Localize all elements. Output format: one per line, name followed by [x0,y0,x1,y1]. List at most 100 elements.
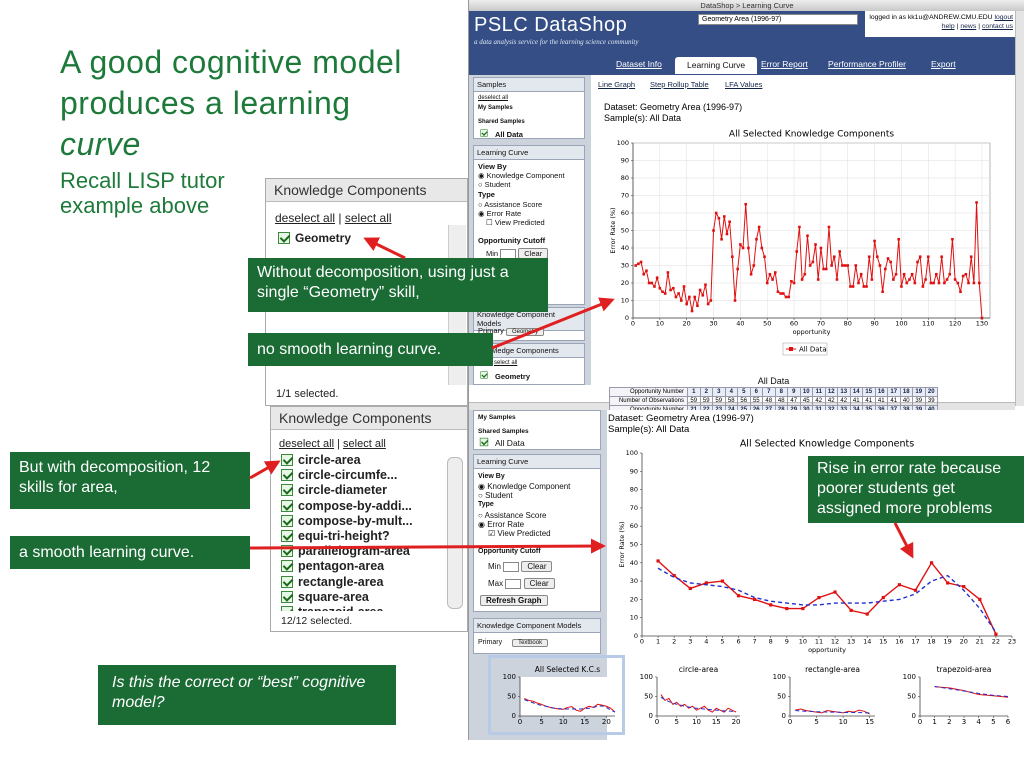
data-point [704,283,707,287]
subtab[interactable]: LFA Values [725,80,763,89]
kc-item[interactable]: pentagon-area [281,559,457,574]
data-point [787,295,790,299]
y-tick-label: 100 [640,673,653,681]
label: Assistance Score [484,200,543,209]
y-tick-label: 100 [503,673,516,681]
header-link[interactable]: help [941,23,955,30]
tab[interactable]: Performance Profiler [828,59,906,69]
checkbox-row[interactable]: ☐ View Predicted [486,218,545,227]
tab[interactable]: Export [931,59,956,69]
data-point [881,290,884,294]
x-tick-label: 10 [656,320,664,328]
data-point [739,243,742,246]
data-point [929,281,933,285]
radio-row[interactable]: ◉ Error Rate [478,209,522,218]
panel-header: Knowledge Component Models [474,619,600,633]
select-link[interactable]: select all [494,360,518,366]
clear-button[interactable]: Clear [523,578,555,589]
data-point [798,225,801,229]
deselect-link[interactable]: deselect all [275,211,336,225]
separator: | [338,211,342,225]
x-tick-label: 10 [692,718,701,726]
kc-item[interactable]: compose-by-addi... [281,499,457,514]
data-point [886,257,890,260]
dataset-select[interactable]: Geometry Area (1996-97) [698,14,858,25]
tab[interactable]: Dataset Info [616,59,662,69]
data-point [875,255,879,259]
data-point [824,267,828,271]
x-tick-label: 14 [863,638,871,646]
refresh-button[interactable]: Refresh Graph [480,595,548,606]
data-point [948,272,952,276]
x-tick-label: 11 [815,638,823,646]
radio-row[interactable]: ◉ Error Rate [478,520,525,529]
data-point [835,278,839,281]
label: My Samples [478,105,513,111]
tab[interactable]: Error Report [761,59,808,69]
data-point [688,295,691,299]
data-point [765,281,769,285]
label: Assistance Score [484,511,547,520]
select-link[interactable]: select all [344,211,392,225]
x-tick-label: 120 [949,320,961,328]
separator: | [337,438,340,450]
label: Error Rate [487,520,525,529]
y-tick-label: 10 [630,614,638,622]
panel-header: Learning Curve [474,146,584,160]
data-point [814,243,817,246]
deselect-link[interactable]: deselect all [478,95,509,101]
radio-row[interactable]: ◉ Knowledge Component [478,482,571,491]
label: Opportunity Cutoff [478,236,546,245]
kc-item[interactable]: square-area [281,590,457,605]
kc-name: Geometry [295,231,352,245]
data-point [639,260,643,264]
data-point [790,279,793,283]
subtab[interactable]: Line Graph [598,80,636,89]
data-point [717,216,721,220]
logout-link[interactable]: logout [994,14,1013,21]
kc-name: compose-by-addi... [298,498,412,513]
kc-item[interactable]: trapezoid-area [281,605,457,611]
checkbox [281,575,293,588]
model-select[interactable]: Textbook [512,639,549,647]
kc-item[interactable]: Geometry [278,231,455,245]
kc-item[interactable]: circle-area [281,453,457,468]
y-tick-label: 100 [617,139,629,147]
data-point [728,220,731,224]
panel-header: Learning Curve [474,455,600,469]
header-link[interactable]: contact us [982,23,1013,30]
y-tick-label: 40 [621,244,629,252]
kc-item[interactable]: rectangle-area [281,575,457,590]
subtab[interactable]: Step Rollup Table [650,80,709,89]
series-line [934,685,1009,697]
kc-item[interactable]: equi-tri-height? [281,529,457,544]
tab[interactable]: Learning Curve [675,57,758,74]
data-point [760,246,764,250]
radio-row[interactable]: ○ Student [478,491,513,500]
checkbox [281,484,293,497]
data-point [994,632,998,636]
checkbox-row[interactable]: ☑ View Predicted [488,529,551,538]
header-link[interactable]: news [960,23,977,30]
x-tick-label: 20 [683,320,691,328]
radio-row[interactable]: ○ Assistance Score [478,511,547,520]
series-line [657,567,997,633]
kc-item[interactable]: compose-by-mult... [281,514,457,529]
y-tick-label: 50 [777,693,786,701]
clear-button[interactable]: Clear [521,561,553,572]
x-tick-label: 15 [580,718,589,726]
x-tick-label: 90 [870,320,878,328]
data-point [905,281,909,285]
kc-item[interactable]: circle-circumfe... [281,468,457,483]
data-point [637,262,640,266]
radio-row[interactable]: ◉ Knowledge Component [478,171,565,180]
data-point [645,269,648,273]
radio-row[interactable]: ○ Student [478,180,511,189]
data-point [811,260,815,264]
kc-list: Geometry [266,229,467,247]
radio-row[interactable]: ○ Assistance Score [478,200,543,209]
kc-item[interactable]: circle-diameter [281,483,457,498]
select-link[interactable]: select all [343,438,386,450]
deselect-link[interactable]: deselect all [279,438,335,450]
label: Error Rate [486,209,522,218]
